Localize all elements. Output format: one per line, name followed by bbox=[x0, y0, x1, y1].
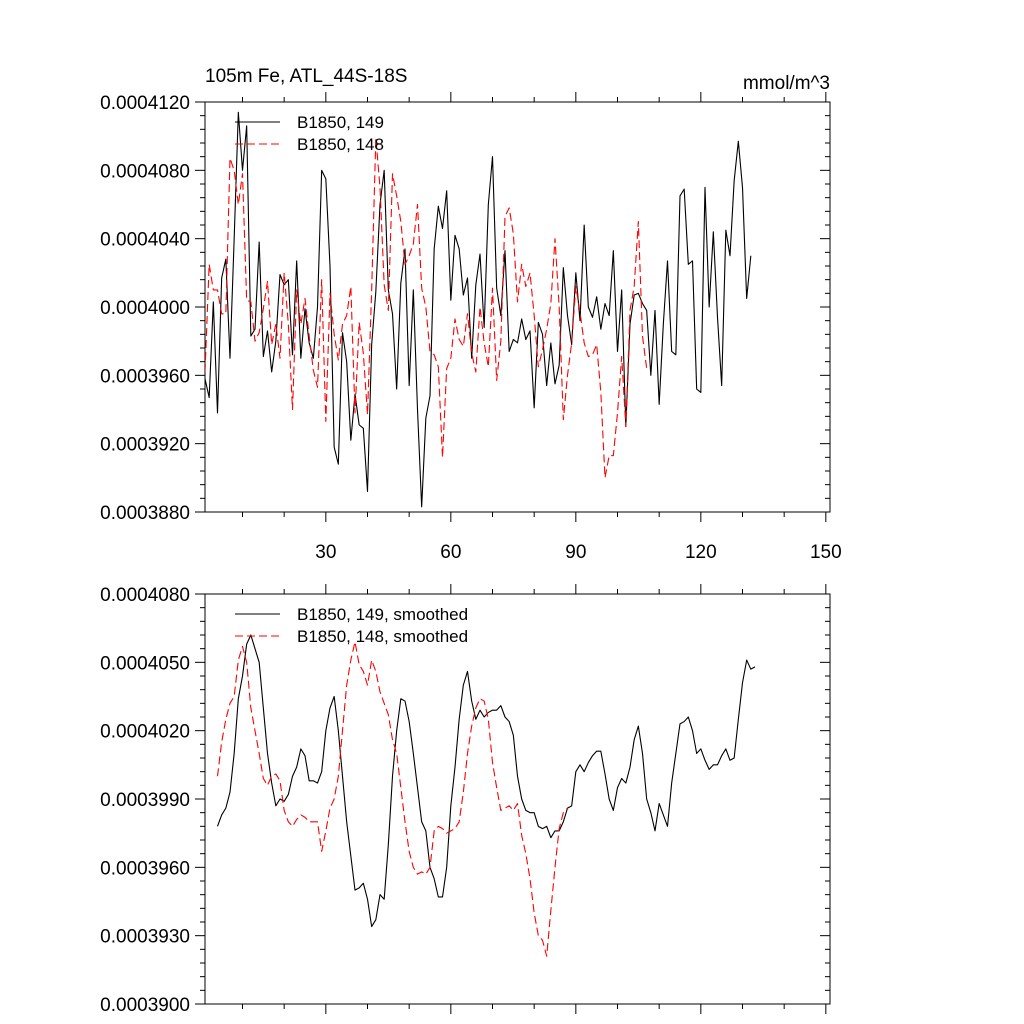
y-tick-label: 0.0003990 bbox=[100, 790, 190, 811]
legend-label: B1850, 148, smoothed bbox=[297, 627, 468, 646]
top-chart: 30 60 90 120 150 0.0003880 0.0003920 0.0003960 0… bbox=[100, 66, 842, 563]
x-tick-label: 30 bbox=[315, 542, 336, 563]
series-line-black-solid bbox=[205, 111, 752, 508]
series-line-red-dashed bbox=[205, 137, 648, 479]
y-tick-label: 0.0003930 bbox=[100, 927, 190, 948]
y-tick-label: 0.0003960 bbox=[100, 366, 190, 387]
series-line-red-dashed bbox=[216, 641, 568, 957]
y-tick-label: 0.0004000 bbox=[100, 298, 190, 319]
y-tick-label: 0.0004020 bbox=[100, 722, 190, 743]
series-line-black-solid bbox=[216, 634, 756, 928]
y-tick-label: 0.0003880 bbox=[100, 503, 190, 524]
x-tick-label: 120 bbox=[685, 542, 717, 563]
bottom-chart: 0.0003900 0.0003930 0.0003960 0.0003990 0.00… bbox=[100, 584, 831, 1016]
x-tick-label: 150 bbox=[810, 542, 842, 563]
x-tick-label: 60 bbox=[440, 542, 461, 563]
y-tick-label: 0.0004050 bbox=[100, 653, 190, 674]
legend-label: B1850, 149, smoothed bbox=[297, 605, 468, 624]
y-tick-label: 0.0003960 bbox=[100, 858, 190, 879]
legend-label: B1850, 148 bbox=[297, 135, 384, 154]
y-tick-label: 0.0004080 bbox=[100, 585, 190, 606]
y-tick-label: 0.0004040 bbox=[100, 230, 190, 251]
y-tick-label: 0.0003900 bbox=[100, 995, 190, 1016]
y-tick-label: 0.0004120 bbox=[100, 93, 190, 114]
units-label: mmol/m^3 bbox=[743, 73, 830, 94]
chart-title: 105m Fe, ATL_44S-18S bbox=[205, 66, 407, 87]
legend-label: B1850, 149 bbox=[297, 113, 384, 132]
plot-frame bbox=[204, 593, 831, 1005]
y-tick-label: 0.0003920 bbox=[100, 435, 190, 456]
y-tick-label: 0.0004080 bbox=[100, 161, 190, 182]
x-tick-label: 90 bbox=[565, 542, 586, 563]
